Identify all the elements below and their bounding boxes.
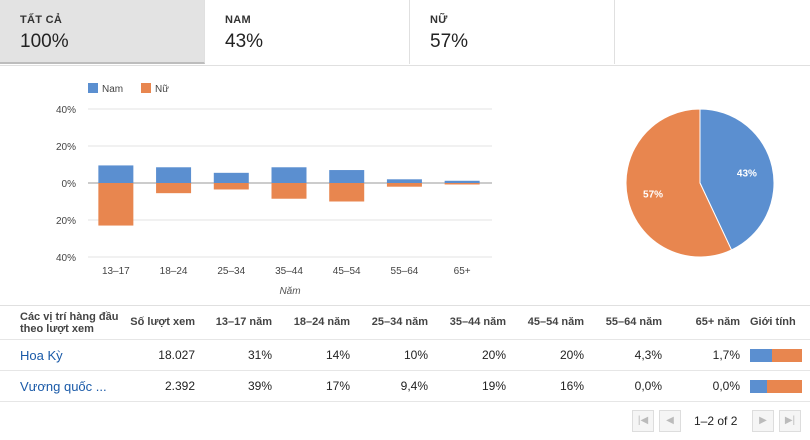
- age-cell: 0,0%: [634, 379, 662, 393]
- header-gender: Giới tính: [750, 316, 796, 328]
- y-tick-label: 0%: [62, 179, 77, 190]
- page-info: 1–2 of 2: [694, 414, 738, 428]
- header-location-line2: theo lượt xem: [20, 323, 94, 335]
- legend-male-swatch: [88, 83, 98, 93]
- pie-slice-label: 43%: [737, 169, 757, 180]
- age-cell: 1,7%: [712, 348, 740, 362]
- tab-male-label: NAM: [225, 14, 251, 26]
- tab-all-value: 100%: [20, 31, 69, 52]
- header-age-25-34[interactable]: 25–34 năm: [371, 316, 428, 328]
- age-cell: 17%: [325, 379, 350, 393]
- header-age-65[interactable]: 65+ năm: [695, 316, 740, 328]
- y-tick-label: 40%: [56, 105, 76, 116]
- prev-page-icon: ◀: [666, 415, 674, 426]
- y-tick-label: 20%: [56, 216, 76, 227]
- age-cell: 9,4%: [400, 379, 428, 393]
- x-tick-label: 55–64: [391, 266, 419, 277]
- x-tick-label: 25–34: [217, 266, 245, 277]
- pie-slice-male: [699, 108, 775, 251]
- bar-male: [329, 170, 365, 183]
- pie-slice-female: [625, 108, 733, 258]
- age-cell: 14%: [325, 348, 350, 362]
- bar-male: [271, 167, 307, 183]
- tab-female-label: NỮ: [430, 14, 448, 26]
- next-page-icon: ▶: [759, 415, 767, 426]
- last-page-button[interactable]: ▶|: [779, 410, 801, 432]
- x-tick-label: 35–44: [275, 266, 303, 277]
- x-tick-label: 65+: [454, 266, 471, 277]
- tab-female-value: 57%: [430, 31, 469, 52]
- chart-area: Nam Nữ 40% 20% 0% 20% 40% 13–17 18–24 25–34 35–44 4…: [0, 65, 810, 305]
- first-page-icon: |◀: [637, 415, 649, 426]
- bar-female: [329, 183, 365, 202]
- bar-male: [444, 180, 480, 183]
- gender-split-male: [750, 349, 773, 362]
- gender-pie-chart: 43% 57%: [625, 108, 775, 258]
- gender-tabs: TẤT CẢ 100% NAM 43% NỮ 57%: [0, 0, 810, 66]
- next-page-button[interactable]: ▶: [752, 410, 774, 432]
- table-row: Hoa Kỳ 18.027 31% 14% 10% 20% 20% 4,3% 1…: [0, 340, 810, 371]
- bar-female: [444, 183, 480, 185]
- table-header: Các vị trí hàng đầu theo lượt xem Số lượ…: [0, 305, 810, 340]
- gender-split-bar: [750, 349, 802, 362]
- age-cell: 39%: [247, 379, 272, 393]
- legend-male-label: Nam: [102, 84, 123, 95]
- x-tick-label: 13–17: [102, 266, 130, 277]
- pie-slice-label: 57%: [643, 189, 663, 200]
- header-location-line1: Các vị trí hàng đầu: [20, 311, 119, 323]
- age-cell: 0,0%: [712, 379, 740, 393]
- first-page-button[interactable]: |◀: [632, 410, 654, 432]
- legend-female-swatch: [141, 83, 151, 93]
- x-tick-label: 45–54: [333, 266, 361, 277]
- header-age-55-64[interactable]: 55–64 năm: [605, 316, 662, 328]
- age-cell: 31%: [247, 348, 272, 362]
- location-link[interactable]: Vương quốc ...: [20, 379, 107, 394]
- age-cell: 4,3%: [634, 348, 662, 362]
- tab-male[interactable]: NAM 43%: [205, 0, 410, 64]
- x-axis-label: Năm: [279, 286, 300, 297]
- tab-male-value: 43%: [225, 31, 264, 52]
- tab-empty: [615, 0, 810, 64]
- bar-female: [98, 183, 134, 226]
- header-age-13-17[interactable]: 13–17 năm: [215, 316, 272, 328]
- bar-female: [213, 183, 249, 190]
- legend-female-label: Nữ: [155, 84, 169, 95]
- tab-female[interactable]: NỮ 57%: [410, 0, 615, 64]
- age-cell: 20%: [481, 348, 506, 362]
- bar-male: [98, 165, 134, 183]
- tab-all-label: TẤT CẢ: [20, 14, 63, 26]
- gender-split-bar: [750, 380, 802, 393]
- header-age-45-54[interactable]: 45–54 năm: [527, 316, 584, 328]
- views-cell: 2.392: [164, 379, 195, 393]
- age-cell: 10%: [403, 348, 428, 362]
- location-link[interactable]: Hoa Kỳ: [20, 348, 63, 363]
- views-cell: 18.027: [158, 348, 195, 362]
- y-tick-label: 40%: [56, 253, 76, 264]
- header-age-35-44[interactable]: 35–44 năm: [449, 316, 506, 328]
- prev-page-button[interactable]: ◀: [659, 410, 681, 432]
- bar-male: [156, 167, 192, 183]
- header-age-18-24[interactable]: 18–24 năm: [293, 316, 350, 328]
- age-cell: 20%: [559, 348, 584, 362]
- header-views[interactable]: Số lượt xem: [130, 316, 195, 328]
- table-row: Vương quốc ... 2.392 39% 17% 9,4% 19% 16…: [0, 371, 810, 402]
- gender-split-male: [750, 380, 767, 393]
- age-cell: 16%: [559, 379, 584, 393]
- age-bar-chart: Nam Nữ 40% 20% 0% 20% 40% 13–17 18–24 25–34 35–44 4…: [56, 83, 492, 297]
- x-tick-label: 18–24: [160, 266, 188, 277]
- pager: |◀ ◀ 1–2 of 2 ▶ ▶|: [0, 410, 810, 432]
- bar-male: [213, 172, 249, 183]
- y-tick-label: 20%: [56, 142, 76, 153]
- age-cell: 19%: [481, 379, 506, 393]
- bar-female: [386, 183, 422, 187]
- tab-all[interactable]: TẤT CẢ 100%: [0, 0, 205, 64]
- bar-male: [386, 179, 422, 183]
- last-page-icon: ▶|: [784, 415, 796, 426]
- bar-female: [271, 183, 307, 199]
- bar-female: [156, 183, 192, 194]
